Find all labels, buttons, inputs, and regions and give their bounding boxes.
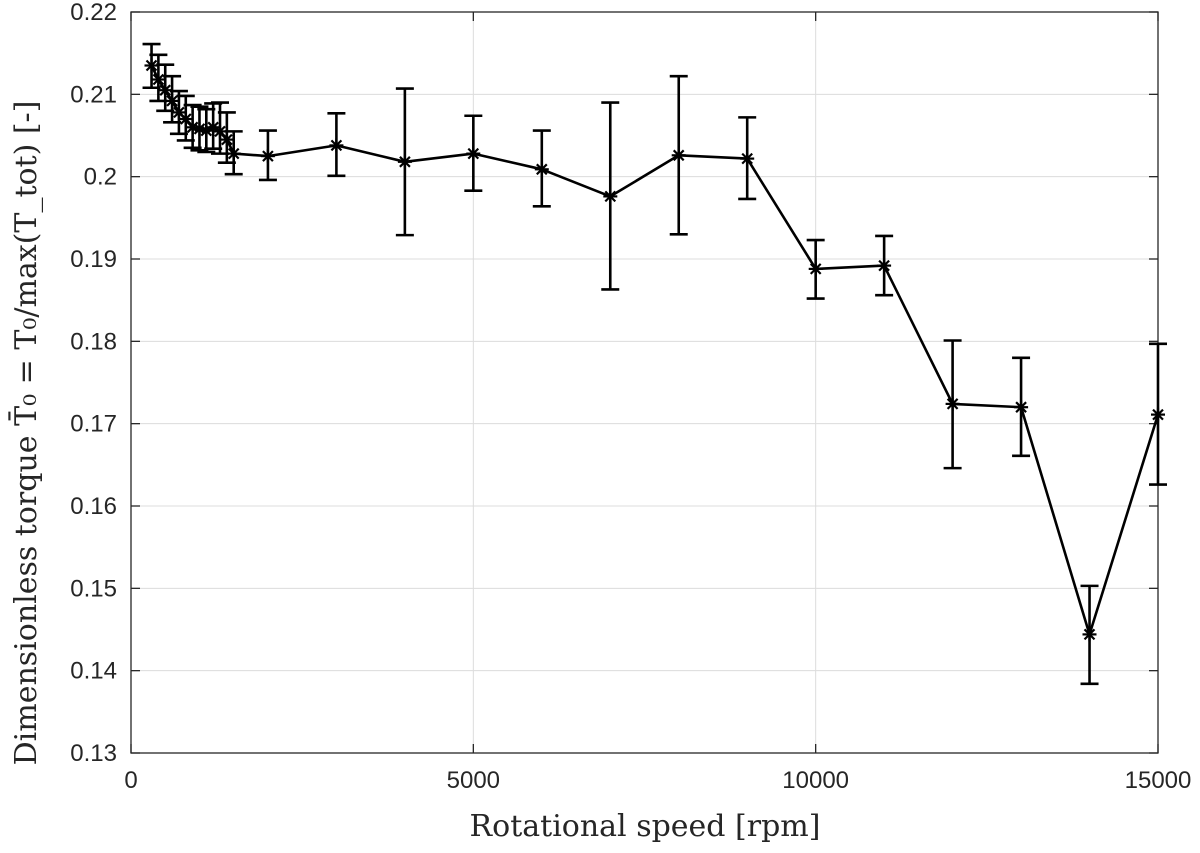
data-point <box>603 189 618 204</box>
x-tick-label: 10000 <box>782 767 849 794</box>
marker-stroke <box>166 95 178 107</box>
marker-stroke <box>330 139 343 152</box>
data-point <box>945 396 960 411</box>
marker-stroke <box>741 152 753 165</box>
y-axis-label: Dimensionless torque T̄₀ = T₀/max(T_tot)… <box>8 101 44 766</box>
marker-stroke <box>145 59 158 72</box>
data-point <box>740 151 755 166</box>
marker-stroke <box>159 84 171 96</box>
data-series <box>142 42 1167 686</box>
y-tick-label: 0.17 <box>70 411 117 438</box>
data-point <box>1014 400 1029 415</box>
marker-stroke <box>672 149 685 162</box>
y-tick-label: 0.13 <box>70 740 117 767</box>
data-point <box>219 132 234 147</box>
y-tick-label: 0.19 <box>70 246 117 273</box>
marker-stroke <box>399 156 411 168</box>
data-point <box>671 148 686 163</box>
marker-stroke <box>536 163 548 176</box>
data-point <box>178 112 193 126</box>
marker-stroke <box>1152 408 1164 421</box>
x-tick-label: 5000 <box>447 767 500 794</box>
data-point <box>329 138 344 153</box>
grid <box>131 12 1158 753</box>
data-point <box>808 261 823 276</box>
y-tick-label: 0.15 <box>70 575 117 602</box>
marker-stroke <box>227 147 240 160</box>
data-point <box>877 258 892 273</box>
marker-stroke <box>180 113 192 125</box>
data-point <box>466 146 481 161</box>
marker-stroke <box>467 147 480 160</box>
data-point <box>534 162 549 177</box>
marker-stroke <box>1083 628 1096 641</box>
x-axis-label: Rotational speed [rpm] <box>470 809 821 844</box>
y-tick-label: 0.18 <box>70 328 117 355</box>
y-tick-label: 0.14 <box>70 658 117 685</box>
data-point <box>144 58 159 73</box>
data-point <box>151 72 166 87</box>
y-tick-label: 0.2 <box>84 164 117 191</box>
x-tick-label: 0 <box>124 767 137 794</box>
data-point <box>1151 407 1165 422</box>
marker-stroke <box>809 263 822 275</box>
marker-stroke <box>152 73 165 86</box>
data-point <box>165 93 180 108</box>
data-point <box>1082 627 1097 642</box>
marker-stroke <box>193 123 206 135</box>
y-tick-label: 0.16 <box>70 493 117 520</box>
marker-stroke <box>262 150 274 162</box>
marker-stroke <box>1015 401 1027 413</box>
data-point <box>260 149 275 164</box>
y-tick-label: 0.22 <box>70 0 117 26</box>
data-point <box>397 154 412 169</box>
x-tick-label: 15000 <box>1125 767 1192 794</box>
plot-area <box>131 12 1158 753</box>
marker-stroke <box>214 125 226 138</box>
marker-stroke <box>604 190 617 203</box>
marker-stroke <box>878 259 890 272</box>
marker-stroke <box>173 106 185 119</box>
tick-labels: 0 5000 10000 15000 0.13 0.14 0.15 0.16 0.17 0.18 0… <box>70 0 1191 794</box>
data-point <box>226 146 241 161</box>
marker-stroke <box>207 121 219 134</box>
marker-stroke <box>946 398 959 410</box>
y-tick-label: 0.21 <box>70 81 117 108</box>
marker-stroke <box>221 133 233 146</box>
data-point <box>158 83 173 98</box>
